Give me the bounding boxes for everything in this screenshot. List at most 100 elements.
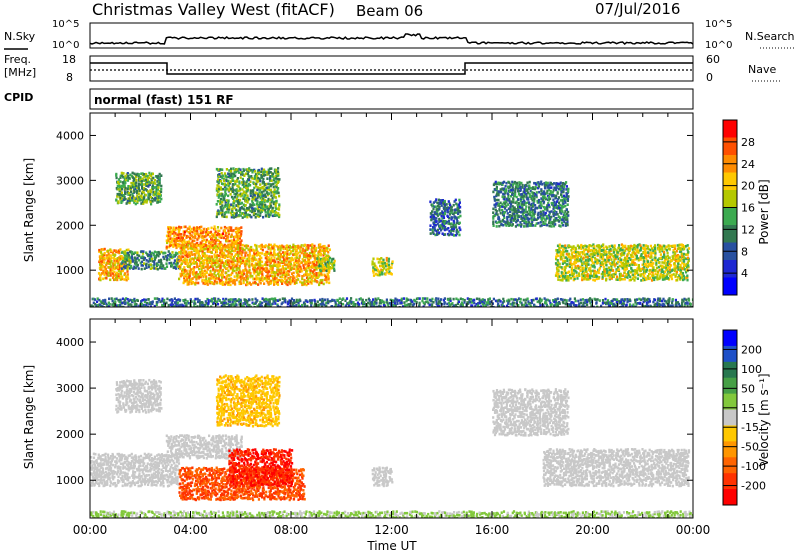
data-cell xyxy=(371,263,374,266)
data-cell xyxy=(451,216,454,220)
data-cell xyxy=(225,275,229,278)
data-cell xyxy=(250,215,253,219)
data-cell xyxy=(272,245,275,248)
data-cell xyxy=(570,249,573,252)
data-cell xyxy=(535,183,538,186)
data-cell xyxy=(194,229,197,233)
data-cell xyxy=(152,190,155,194)
data-cell xyxy=(514,187,517,191)
data-cell xyxy=(436,222,439,226)
data-cell xyxy=(289,278,292,281)
data-cell xyxy=(680,270,683,274)
data-cell xyxy=(277,260,280,264)
data-cell xyxy=(145,303,148,306)
data-cell xyxy=(531,210,534,214)
data-cell xyxy=(255,270,258,273)
data-cell xyxy=(650,262,653,266)
data-cell xyxy=(389,272,392,275)
data-cell xyxy=(97,272,101,275)
data-cell xyxy=(677,259,680,262)
data-cell xyxy=(258,195,261,198)
data-cell xyxy=(564,266,567,269)
data-cell xyxy=(626,276,629,279)
data-cell xyxy=(200,261,203,264)
data-cell xyxy=(150,174,153,178)
data-cell xyxy=(269,202,272,205)
data-cell xyxy=(225,175,229,179)
data-cell xyxy=(119,248,122,251)
data-cell xyxy=(453,200,456,203)
data-cell xyxy=(586,278,589,281)
data-cell xyxy=(503,197,506,201)
data-cell xyxy=(640,267,643,271)
data-cell xyxy=(189,242,192,245)
data-cell xyxy=(590,252,593,256)
data-cell xyxy=(546,186,549,189)
data-cell xyxy=(621,251,624,255)
data-cell xyxy=(239,246,242,249)
data-cell xyxy=(265,205,269,208)
data-cell xyxy=(309,261,312,264)
data-cell xyxy=(313,260,316,263)
data-cell xyxy=(536,206,539,210)
data-cell xyxy=(119,278,122,281)
data-cell xyxy=(519,221,522,224)
data-cell xyxy=(185,245,188,249)
data-cell xyxy=(436,201,439,205)
data-cell xyxy=(153,250,156,254)
data-cell xyxy=(652,249,655,253)
data-cell xyxy=(612,275,615,279)
data-cell xyxy=(530,224,533,227)
data-cell xyxy=(555,185,558,189)
data-cell xyxy=(497,216,500,220)
data-cell xyxy=(193,228,196,231)
data-cell xyxy=(627,261,630,265)
data-cell xyxy=(216,232,219,235)
data-cell xyxy=(377,268,380,272)
data-cell xyxy=(626,253,629,256)
data-cell xyxy=(240,192,243,196)
data-cell xyxy=(166,254,170,257)
data-cell xyxy=(555,210,558,214)
data-cell xyxy=(236,273,239,276)
data-cell xyxy=(657,258,660,262)
data-cell xyxy=(581,278,584,282)
data-cell xyxy=(130,255,133,258)
data-cell xyxy=(134,259,137,262)
data-cell xyxy=(191,239,194,243)
data-cell xyxy=(664,247,667,250)
data-cell xyxy=(120,269,123,272)
data-cell xyxy=(118,184,121,188)
data-cell xyxy=(637,251,640,254)
data-cell xyxy=(262,171,265,174)
data-cell xyxy=(588,254,591,258)
data-cell xyxy=(273,274,277,277)
data-cell xyxy=(632,269,635,273)
data-cell xyxy=(609,252,612,256)
data-cell xyxy=(202,264,205,268)
data-cell xyxy=(599,263,603,266)
data-cell xyxy=(433,205,436,208)
data-cell xyxy=(613,272,616,276)
data-cell xyxy=(311,254,314,258)
data-cell xyxy=(266,281,269,284)
data-cell xyxy=(680,257,683,261)
data-cell xyxy=(552,188,555,192)
data-cell xyxy=(610,263,613,266)
data-cell xyxy=(433,224,436,227)
data-cell xyxy=(316,257,319,260)
data-cell xyxy=(304,273,307,276)
data-cell xyxy=(217,185,220,188)
data-cell xyxy=(188,264,191,268)
data-cell xyxy=(286,283,289,287)
data-cell xyxy=(599,253,602,256)
data-cell xyxy=(127,175,130,178)
data-cell xyxy=(264,263,267,266)
data-cell xyxy=(558,224,561,227)
data-cell xyxy=(320,264,323,268)
data-cell xyxy=(597,246,600,249)
data-cell xyxy=(516,213,519,217)
data-cell xyxy=(379,273,382,276)
data-cell xyxy=(436,205,440,208)
data-cell xyxy=(188,227,191,230)
